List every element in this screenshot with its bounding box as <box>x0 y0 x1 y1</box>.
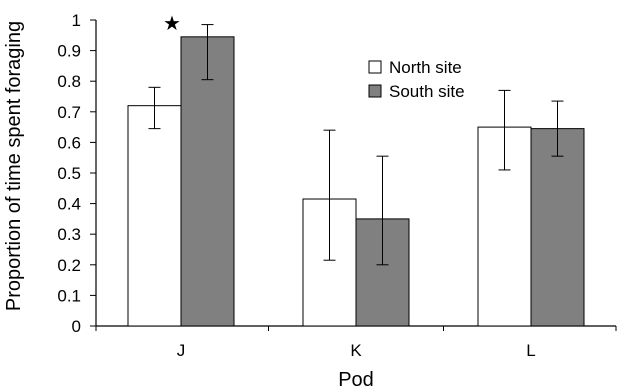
error-bar-k-north-site <box>323 129 336 261</box>
x-axis-label: Pod <box>338 369 374 391</box>
x-ticks: J K L <box>95 326 617 360</box>
legend: North site South site <box>368 58 465 101</box>
bar-l-south-site <box>530 128 585 327</box>
y-tick-label-5: 0.5 <box>57 164 81 183</box>
legend-swatch-south-site <box>368 84 382 98</box>
legend-label-south-site: South site <box>389 82 465 101</box>
y-tick-label-4: 0.4 <box>57 195 81 214</box>
y-tick-label-9: 0.9 <box>57 42 81 61</box>
x-axis: J K L <box>95 325 617 360</box>
error-bar-l-north-site <box>498 89 511 171</box>
y-axis: 0 0.1 0.2 0.3 0.4 0.5 0.6 0.7 0.8 0.9 1 <box>57 11 97 336</box>
bar-j-north-site <box>127 105 182 327</box>
bar-j-south-site <box>180 36 235 327</box>
y-axis-label: Proportion of time spent foraging <box>3 21 25 311</box>
error-bar-j-north-site <box>148 86 161 130</box>
error-bars <box>148 24 564 266</box>
x-tick-label-j: J <box>177 341 186 360</box>
y-tick-label-7: 0.7 <box>57 103 81 122</box>
y-tick-label-3: 0.3 <box>57 225 81 244</box>
error-bar-k-south-site <box>376 155 389 266</box>
y-tick-label-10: 1 <box>72 11 81 30</box>
x-tick-label-k: K <box>350 341 362 360</box>
y-tick-label-1: 0.1 <box>57 286 81 305</box>
y-tick-label-8: 0.8 <box>57 72 81 91</box>
x-tick-label-l: L <box>526 341 535 360</box>
y-tick-label-0: 0 <box>72 317 81 336</box>
error-bar-l-south-site <box>551 100 564 157</box>
bars <box>127 36 585 327</box>
annotations: ★ <box>163 13 181 35</box>
error-bar-j-south-site <box>201 24 214 81</box>
significance-star-icon: ★ <box>163 13 181 35</box>
legend-label-north-site: North site <box>389 58 462 77</box>
y-ticks: 0 0.1 0.2 0.3 0.4 0.5 0.6 0.7 0.8 0.9 1 <box>57 11 96 336</box>
legend-swatch-north-site <box>368 60 382 74</box>
y-tick-label-6: 0.6 <box>57 133 81 152</box>
y-tick-label-2: 0.2 <box>57 256 81 275</box>
